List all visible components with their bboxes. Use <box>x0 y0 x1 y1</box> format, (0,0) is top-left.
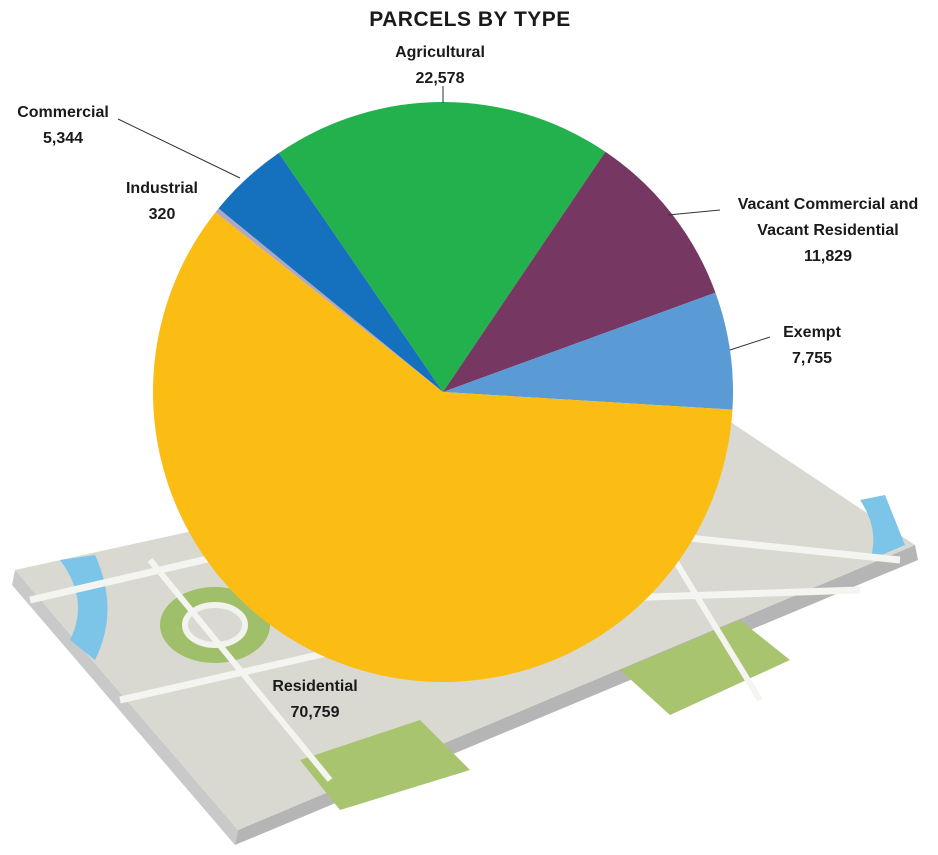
pie-slice <box>443 151 716 392</box>
value-label: 320 <box>148 206 176 223</box>
slice-label: Residential 70,759 <box>245 674 385 726</box>
category-label: Residential <box>272 678 358 695</box>
map-water <box>60 555 108 660</box>
slice-label: Commercial 5,344 <box>3 100 123 152</box>
map-water <box>860 495 905 560</box>
category-label: Vacant Commercial and Vacant Residential <box>737 196 919 239</box>
leader-line <box>117 118 241 179</box>
pie-slice <box>153 212 733 682</box>
value-label: 7,755 <box>791 350 833 367</box>
category-label: Commercial <box>17 104 109 121</box>
category-label: Industrial <box>125 180 198 197</box>
map-roundabout <box>182 602 248 648</box>
value-label: 5,344 <box>42 130 84 147</box>
map-park <box>300 720 470 810</box>
pie-slice <box>443 292 733 410</box>
category-label: Exempt <box>783 324 841 341</box>
leader-line <box>667 209 721 216</box>
slice-label: Industrial 320 <box>107 176 217 228</box>
category-label: Agricultural <box>395 44 485 61</box>
leader-lines <box>117 86 771 351</box>
slice-label: Vacant Commercial and Vacant Residential… <box>722 192 934 270</box>
pie-slice <box>218 153 443 392</box>
pie-slice <box>278 102 606 393</box>
pie <box>153 102 733 682</box>
map-road <box>147 558 333 782</box>
value-label: 70,759 <box>290 704 340 721</box>
chart-title: PARCELS BY TYPE <box>369 8 571 31</box>
pie-slice <box>215 208 443 392</box>
slice-label: Agricultural 22,578 <box>360 40 520 92</box>
map-park <box>620 620 790 715</box>
leader-line <box>729 336 771 351</box>
value-label: 11,829 <box>803 248 853 265</box>
slice-label: Exempt 7,755 <box>752 320 872 372</box>
value-label: 22,578 <box>415 70 465 87</box>
map-edge <box>12 570 238 845</box>
